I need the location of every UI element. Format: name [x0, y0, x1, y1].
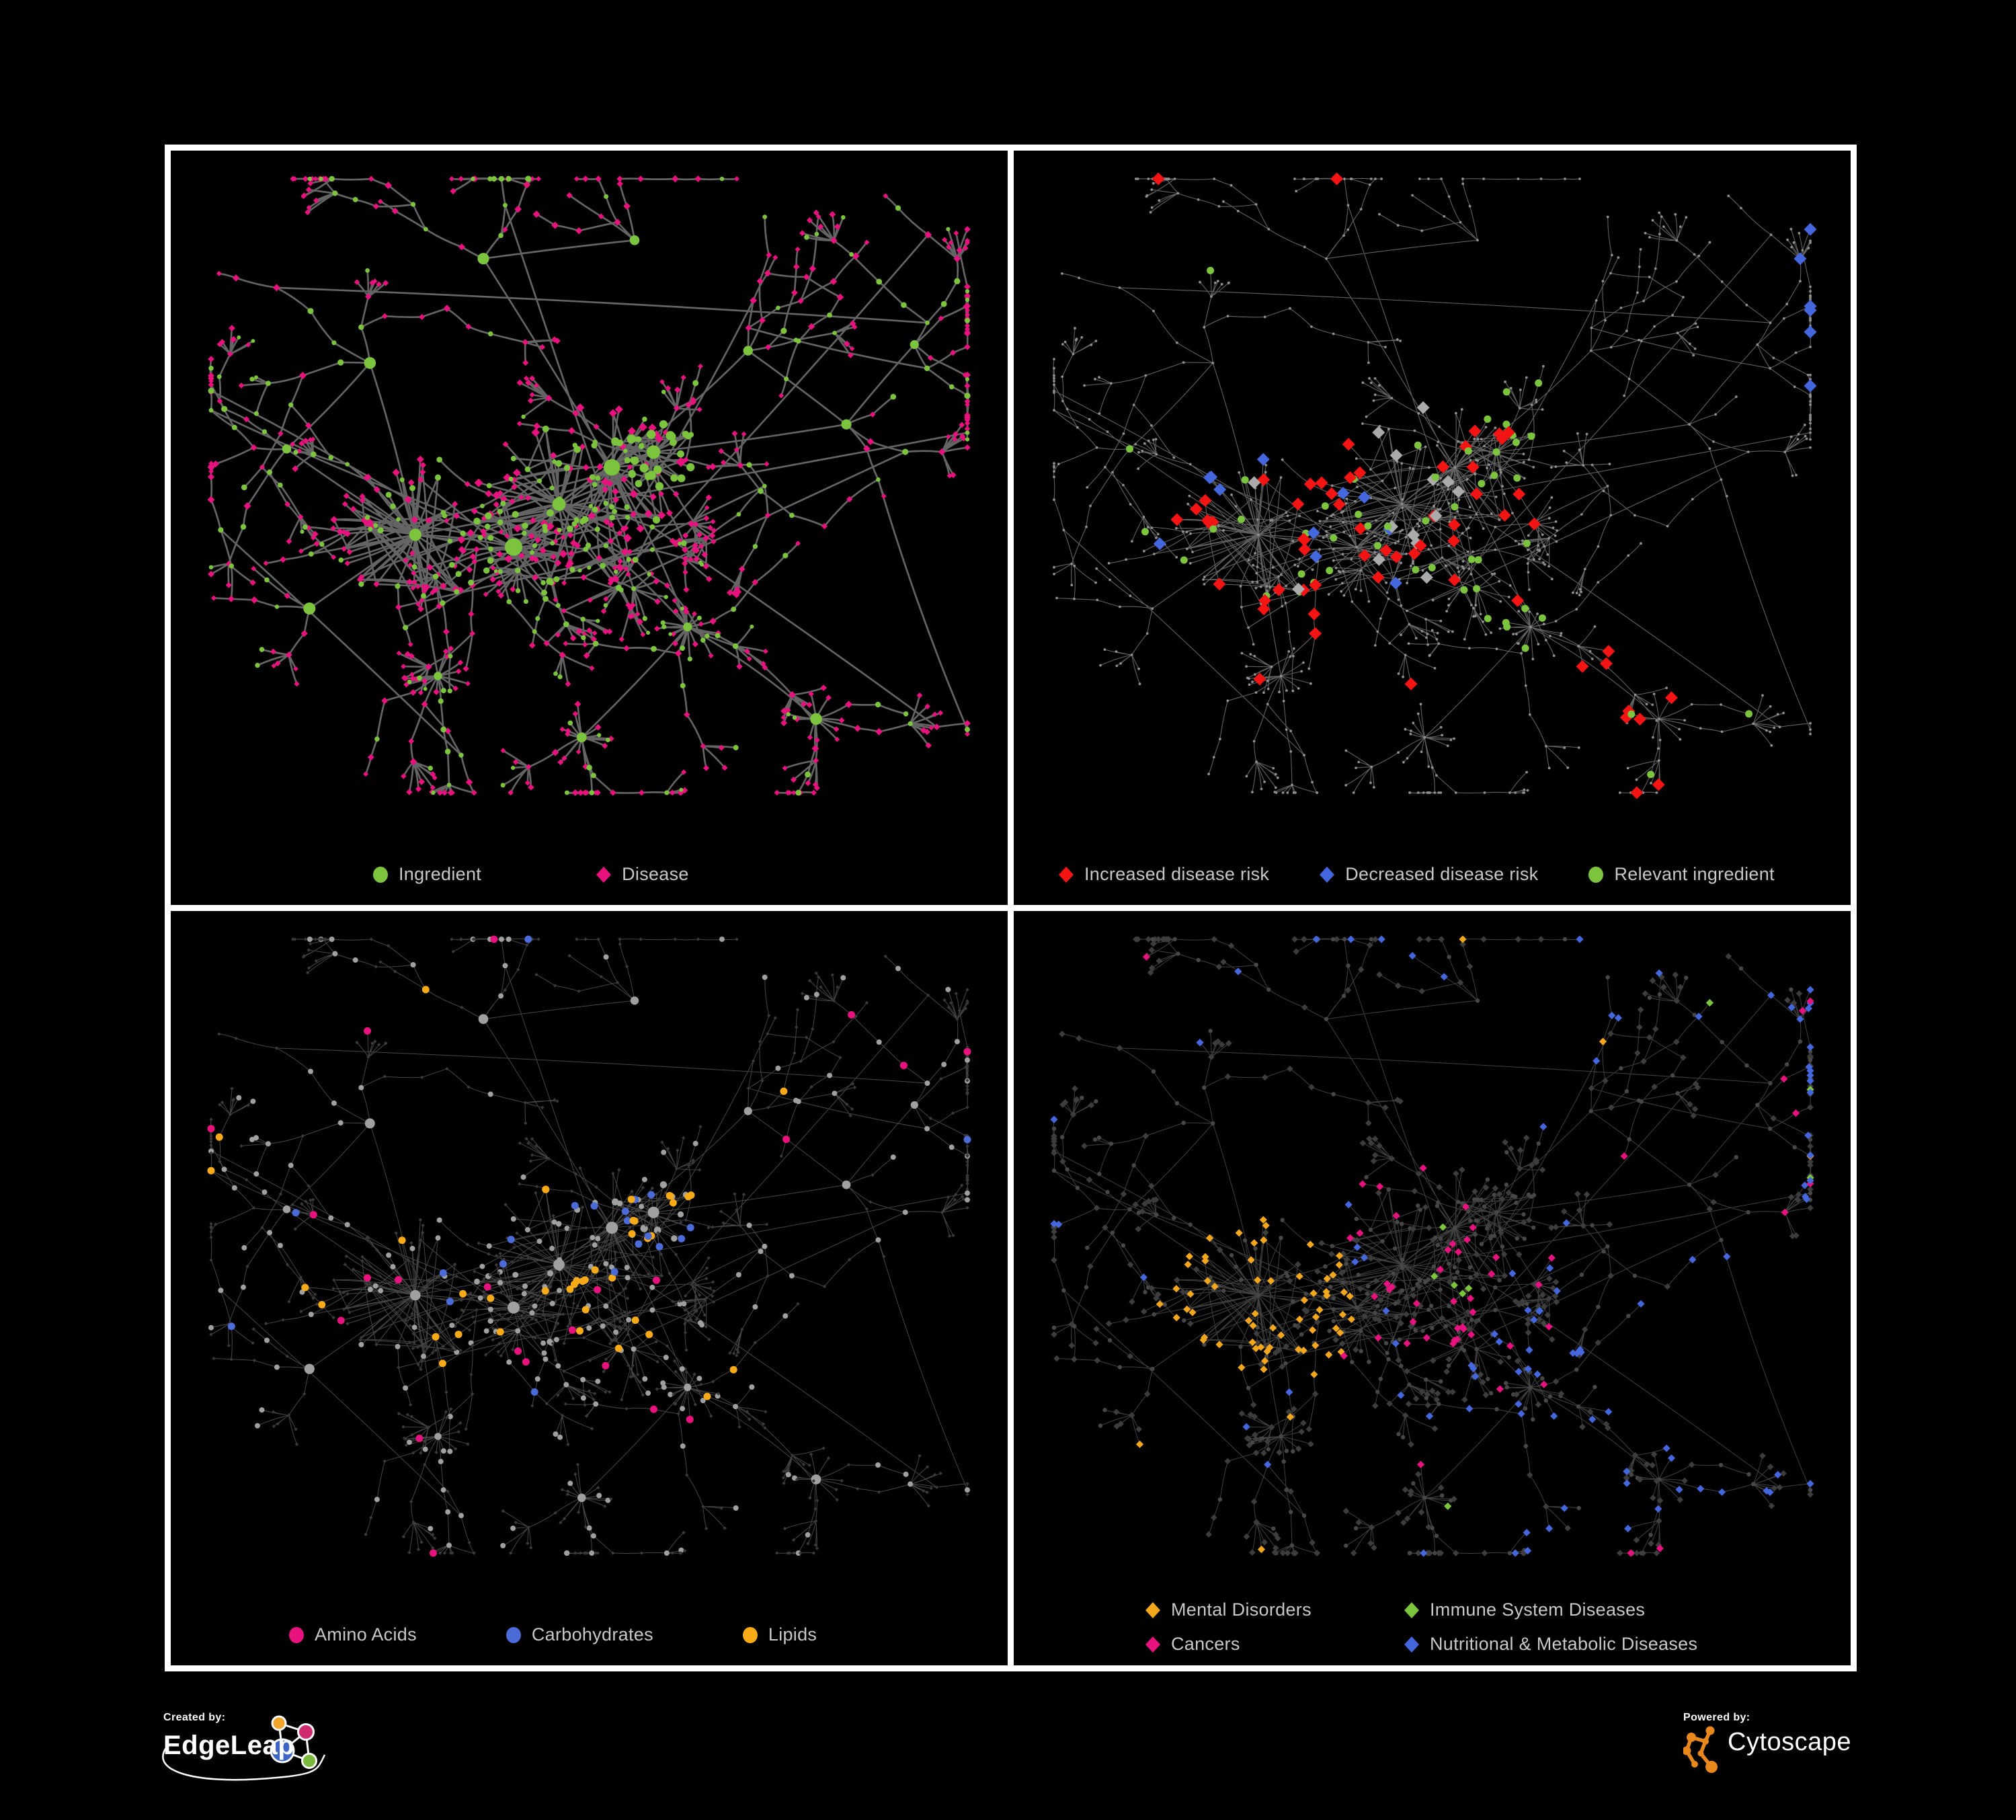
diamond-marker-icon: [1145, 1601, 1160, 1618]
legend-label: Increased disease risk: [1084, 864, 1270, 884]
legend-item-mental-disorders: Mental Disorders: [1145, 1599, 1404, 1620]
panel-ingredient-disease: Ingredient Disease: [171, 151, 1008, 905]
legend-item-cancers: Cancers: [1145, 1634, 1404, 1655]
edgeleap-logo-nodes: [270, 1715, 317, 1769]
diamond-marker-icon: [1404, 1601, 1419, 1618]
legend-label: Nutritional & Metabolic Diseases: [1430, 1634, 1698, 1654]
edgeleap-credit: Created by: EdgeLeap: [162, 1712, 372, 1813]
legend-item-disease: Disease: [596, 864, 689, 885]
edgeleap-logo-icon: [162, 1715, 326, 1781]
legend-item-immune-system-diseases: Immune System Diseases: [1404, 1599, 1851, 1620]
diamond-marker-icon: [596, 866, 612, 883]
legend-item-carbohydrates: Carbohydrates: [506, 1624, 653, 1645]
legend-ingredient-classes: Amino Acids Carbohydrates Lipids: [171, 1624, 1008, 1645]
legend-label: Cancers: [1171, 1634, 1240, 1654]
legend-item-increased-disease-risk: Increased disease risk: [1058, 864, 1269, 885]
legend-item-decreased-disease-risk: Decreased disease risk: [1319, 864, 1538, 885]
legend-label: Mental Disorders: [1171, 1599, 1312, 1620]
legend-label: Amino Acids: [315, 1624, 417, 1645]
created-by-label: Created by:: [163, 1712, 226, 1723]
legend-item-amino-acids: Amino Acids: [288, 1624, 417, 1645]
circle-marker-icon: [373, 866, 388, 883]
legend-label: Immune System Diseases: [1430, 1599, 1646, 1620]
legend-label: Carbohydrates: [531, 1624, 653, 1645]
panel-disease-classes: Mental Disorders Immune System Diseases Ca…: [1014, 911, 1851, 1665]
edgeleap-logo-text: EdgeLeap: [163, 1731, 295, 1760]
network-disease-risk: [1053, 172, 1817, 799]
cytoscape-credit: Powered by: Cytoscape: [1683, 1712, 1972, 1786]
circle-marker-icon: [289, 1626, 304, 1643]
network-disease-classes: [1050, 935, 1814, 1557]
legend-label: Relevant ingredient: [1614, 864, 1775, 884]
legend-label: Disease: [622, 864, 689, 884]
legend-ingredient-disease: Ingredient Disease: [171, 864, 1008, 885]
network-ingredient-disease: [207, 175, 971, 796]
cytoscape-logo-text: Cytoscape: [1728, 1728, 1852, 1756]
powered-by-label: Powered by:: [1683, 1712, 1750, 1723]
legend-item-relevant-ingredient: Relevant ingredient: [1588, 864, 1775, 885]
diamond-marker-icon: [1320, 866, 1335, 883]
legend-label: Ingredient: [399, 864, 482, 884]
legend-item-nutritional-metabolic-diseases: Nutritional & Metabolic Diseases: [1404, 1634, 1851, 1655]
panel-grid: Ingredient Disease Increased disease risk…: [165, 145, 1857, 1671]
diamond-marker-icon: [1404, 1636, 1419, 1653]
panel-ingredient-classes: Amino Acids Carbohydrates Lipids: [171, 911, 1008, 1665]
diamond-marker-icon: [1059, 866, 1074, 883]
diamond-marker-icon: [1145, 1636, 1160, 1653]
legend-item-ingredient: Ingredient: [372, 864, 481, 885]
legend-label: Lipids: [768, 1624, 817, 1645]
edgeleap-swoosh: [162, 1746, 326, 1781]
circle-marker-icon: [506, 1626, 521, 1643]
network-ingredient-classes: [207, 935, 971, 1557]
circle-marker-icon: [742, 1626, 758, 1643]
panel-disease-risk: Increased disease risk Decreased disease …: [1014, 151, 1851, 905]
cytoscape-logo-icon: [1683, 1726, 1718, 1773]
legend-disease-classes: Mental Disorders Immune System Diseases Ca…: [1014, 1599, 1851, 1655]
legend-label: Decreased disease risk: [1345, 864, 1539, 884]
circle-marker-icon: [1588, 866, 1604, 883]
legend-item-lipids: Lipids: [742, 1624, 817, 1645]
legend-disease-risk: Increased disease risk Decreased disease …: [1014, 864, 1851, 885]
